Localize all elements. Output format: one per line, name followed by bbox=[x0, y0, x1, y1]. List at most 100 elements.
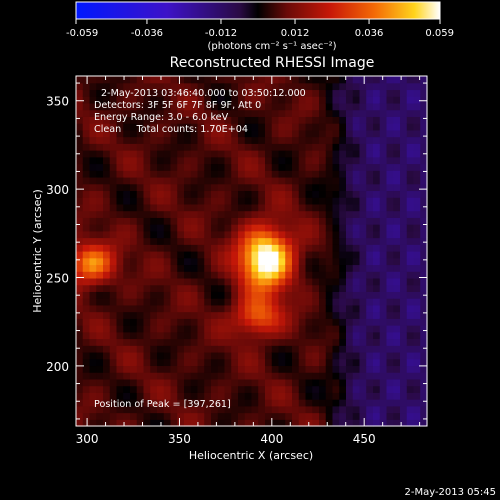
heatmap-cell bbox=[325, 271, 334, 279]
heatmap-cell bbox=[163, 163, 172, 171]
heatmap-cell bbox=[136, 76, 145, 84]
heatmap-cell bbox=[251, 156, 259, 165]
heatmap-cell bbox=[271, 176, 280, 185]
heatmap-cell bbox=[211, 156, 219, 165]
heatmap-cell bbox=[190, 183, 199, 192]
heatmap-cell bbox=[238, 129, 246, 138]
heatmap-cell bbox=[406, 372, 415, 380]
heatmap-cell bbox=[150, 170, 158, 178]
heatmap-cell bbox=[413, 264, 421, 272]
heatmap-cell bbox=[238, 82, 246, 91]
heatmap-cell bbox=[211, 291, 219, 299]
heatmap-cell bbox=[278, 176, 286, 185]
heatmap-cell bbox=[352, 183, 361, 192]
heatmap-cell bbox=[292, 170, 300, 178]
heatmap-cell bbox=[352, 264, 361, 272]
heatmap-cell bbox=[217, 210, 226, 218]
heatmap-cell bbox=[305, 224, 313, 232]
heatmap-cell bbox=[89, 251, 97, 259]
heatmap-cell bbox=[177, 217, 185, 225]
heatmap-cell bbox=[271, 89, 280, 97]
heatmap-cell bbox=[265, 197, 273, 205]
heatmap-cell bbox=[346, 116, 354, 124]
heatmap-cell bbox=[96, 129, 104, 138]
heatmap-cell bbox=[76, 325, 84, 333]
heatmap-cell bbox=[184, 96, 192, 104]
heatmap-cell bbox=[96, 224, 104, 232]
heatmap-cell bbox=[136, 405, 145, 414]
heatmap-cell bbox=[244, 311, 253, 319]
heatmap-cell bbox=[319, 399, 327, 407]
heatmap-cell bbox=[339, 277, 347, 286]
heatmap-cell bbox=[157, 183, 165, 192]
heatmap-cell bbox=[224, 96, 232, 104]
heatmap-cell bbox=[265, 399, 273, 407]
heatmap-cell bbox=[197, 129, 205, 138]
heatmap-cell bbox=[352, 129, 361, 138]
heatmap-cell bbox=[130, 102, 138, 111]
heatmap-cell bbox=[96, 338, 104, 346]
heatmap-cell bbox=[177, 89, 185, 97]
heatmap-cell bbox=[197, 183, 205, 192]
heatmap-cell bbox=[136, 230, 145, 239]
heatmap-cell bbox=[305, 170, 313, 178]
heatmap-cell bbox=[82, 338, 91, 346]
heatmap-cell bbox=[184, 224, 192, 232]
heatmap-cell bbox=[278, 163, 286, 171]
heatmap-cell bbox=[143, 405, 151, 414]
heatmap-cell bbox=[76, 251, 84, 259]
heatmap-cell bbox=[319, 129, 327, 138]
heatmap-cell bbox=[373, 170, 381, 178]
heatmap-cell bbox=[217, 264, 226, 272]
heatmap-cell bbox=[346, 405, 354, 414]
heatmap-cell bbox=[231, 183, 239, 192]
heatmap-cell bbox=[332, 183, 340, 192]
heatmap-cell bbox=[373, 224, 381, 232]
heatmap-cell bbox=[82, 176, 91, 185]
heatmap-cell bbox=[346, 277, 354, 286]
heatmap-cell bbox=[339, 365, 347, 373]
heatmap-cell bbox=[184, 318, 192, 326]
heatmap-cell bbox=[150, 318, 158, 326]
heatmap-cell bbox=[352, 143, 361, 151]
heatmap-cell bbox=[177, 210, 185, 218]
heatmap-cell bbox=[413, 136, 421, 144]
colorbar-tick-label: 0.012 bbox=[281, 28, 310, 39]
heatmap-cell bbox=[325, 217, 334, 225]
heatmap-cell bbox=[231, 325, 239, 333]
heatmap-cell bbox=[325, 244, 334, 252]
heatmap-cell bbox=[143, 351, 151, 360]
heatmap-cell bbox=[136, 190, 145, 198]
heatmap-cell bbox=[420, 304, 428, 313]
heatmap-cell bbox=[238, 197, 246, 205]
heatmap-cell bbox=[339, 372, 347, 380]
heatmap-cell bbox=[89, 217, 97, 225]
x-tick-label: 350 bbox=[168, 432, 191, 446]
heatmap-cell bbox=[238, 237, 246, 245]
heatmap-cell bbox=[285, 284, 293, 292]
heatmap-cell bbox=[190, 82, 199, 91]
heatmap-cell bbox=[190, 291, 199, 299]
heatmap-cell bbox=[217, 351, 226, 360]
heatmap-cell bbox=[109, 176, 118, 185]
heatmap-cell bbox=[285, 210, 293, 218]
heatmap-cell bbox=[352, 298, 361, 306]
heatmap-cell bbox=[244, 284, 253, 292]
heatmap-cell bbox=[184, 123, 192, 131]
heatmap-cell bbox=[319, 163, 327, 171]
heatmap-cell bbox=[346, 351, 354, 360]
heatmap-cell bbox=[285, 325, 293, 333]
heatmap-cell bbox=[204, 257, 212, 266]
heatmap-cell bbox=[386, 230, 394, 239]
heatmap-cell bbox=[379, 210, 388, 218]
heatmap-cell bbox=[82, 224, 91, 232]
heatmap-cell bbox=[413, 176, 421, 185]
heatmap-cell bbox=[298, 419, 307, 427]
heatmap-cell bbox=[244, 304, 253, 313]
heatmap-cell bbox=[217, 89, 226, 97]
heatmap-cell bbox=[116, 264, 124, 272]
heatmap-cell bbox=[319, 372, 327, 380]
heatmap-cell bbox=[136, 399, 145, 407]
heatmap-cell bbox=[157, 378, 165, 387]
heatmap-cell bbox=[265, 217, 273, 225]
